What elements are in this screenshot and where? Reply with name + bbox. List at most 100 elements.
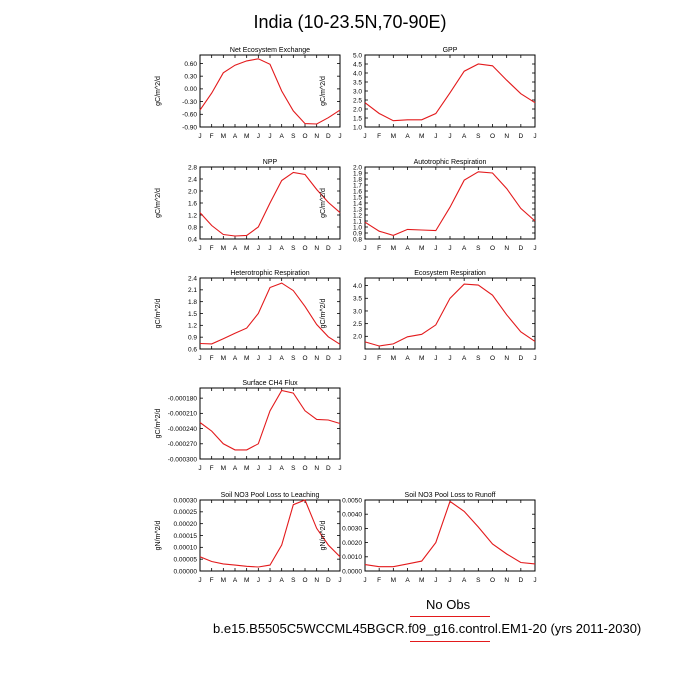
panel-heterotrophic-respiration: Heterotrophic Respiration gC/m^2/d 0.6 0.9 1… [155, 270, 342, 362]
y-tick-label: 2.5 [353, 321, 362, 328]
x-tick-label: N [314, 245, 319, 252]
panel-title: Ecosystem Respiration [414, 270, 486, 277]
series-line [364, 500, 536, 568]
x-tick-label: A [462, 577, 467, 584]
y-tick-label: 3.5 [353, 79, 362, 86]
x-tick-label: O [490, 577, 495, 584]
x-tick-label: J [198, 577, 201, 584]
x-tick-label: J [198, 465, 201, 472]
x-tick-label: O [302, 133, 307, 140]
x-tick-label: J [268, 355, 271, 362]
y-tick-label: 1.9 [353, 170, 362, 177]
y-axis-label: gC/m^2/d [155, 409, 162, 439]
y-axis-label: gC/m^2/d [320, 299, 327, 329]
x-tick-label: J [363, 355, 366, 362]
x-tick-label: F [377, 577, 381, 584]
panel-title: Surface CH4 Flux [242, 380, 298, 387]
x-tick-label: A [233, 133, 238, 140]
y-tick-label: 0.0000 [342, 568, 362, 575]
y-tick-label: 0.0020 [342, 540, 362, 547]
x-tick-label: D [518, 577, 523, 584]
x-tick-label: D [518, 133, 523, 140]
panel-title: Soil NO3 Pool Loss to Leaching [221, 492, 320, 499]
y-tick-label: 1.3 [353, 206, 362, 213]
x-tick-label: A [279, 245, 284, 252]
x-tick-label: O [490, 245, 495, 252]
y-tick-label: 0.00010 [174, 545, 198, 552]
x-tick-label: J [257, 577, 260, 584]
x-tick-label: J [434, 133, 437, 140]
x-tick-label: S [476, 577, 481, 584]
x-tick-label: M [419, 577, 424, 584]
x-tick-label: O [302, 355, 307, 362]
x-tick-label: J [533, 133, 536, 140]
x-tick-label: A [233, 577, 238, 584]
x-tick-label: J [268, 465, 271, 472]
x-tick-label: N [504, 245, 509, 252]
panel-title: Net Ecosystem Exchange [230, 47, 310, 54]
panel-surface-ch4-flux: Surface CH4 Flux gC/m^2/d -0.000300 -0.0002… [155, 380, 342, 472]
y-tick-label: 0.00030 [174, 497, 198, 504]
y-tick-label: 0.0030 [342, 526, 362, 533]
y-tick-label: -0.000210 [168, 411, 198, 418]
y-tick-label: 3.0 [353, 88, 362, 95]
x-tick-label: M [419, 245, 424, 252]
x-tick-label: F [377, 355, 381, 362]
x-tick-label: M [244, 245, 249, 252]
x-tick-label: A [405, 133, 410, 140]
x-tick-label: F [210, 355, 214, 362]
y-axis-label: gC/m^2/d [320, 188, 327, 218]
legend-obs-label: No Obs [426, 597, 471, 612]
x-tick-label: A [279, 577, 284, 584]
x-tick-label: A [405, 245, 410, 252]
panel-soil-no3-leaching: Soil NO3 Pool Loss to Leaching gN/m^2/d 0.… [155, 492, 342, 584]
x-tick-label: J [363, 133, 366, 140]
y-tick-label: -0.000180 [168, 395, 198, 402]
x-tick-label: O [302, 245, 307, 252]
y-tick-label: 0.00005 [174, 556, 198, 563]
y-tick-label: 0.00015 [174, 533, 198, 540]
x-tick-label: A [233, 355, 238, 362]
x-tick-label: O [490, 355, 495, 362]
plot-frame [364, 277, 536, 350]
x-tick-label: A [279, 465, 284, 472]
y-tick-label: 1.6 [353, 188, 362, 195]
panel-autotrophic-respiration: Autotrophic Respiration gC/m^2/d 0.80.91.0… [320, 159, 537, 252]
x-tick-label: M [391, 577, 396, 584]
y-tick-label: 0.00000 [174, 568, 198, 575]
plot-frame [364, 166, 536, 240]
series-line [199, 58, 341, 125]
y-tick-label: 0.4 [188, 236, 197, 243]
figure-title: India (10-23.5N,70-90E) [253, 12, 447, 32]
x-tick-label: S [291, 355, 296, 362]
y-tick-label: 2.5 [353, 97, 362, 104]
panel-title: NPP [263, 159, 278, 166]
x-tick-label: J [268, 245, 271, 252]
x-tick-label: J [448, 245, 451, 252]
y-tick-label: 0.30 [184, 73, 197, 80]
x-tick-label: S [291, 245, 296, 252]
y-tick-label: 0.9 [188, 334, 197, 341]
series-line [199, 499, 341, 568]
y-axis-label: gN/m^2/d [155, 521, 162, 551]
x-tick-label: F [210, 577, 214, 584]
x-tick-label: M [221, 133, 226, 140]
x-tick-label: F [210, 245, 214, 252]
x-tick-label: M [244, 577, 249, 584]
y-tick-label: 1.8 [188, 299, 197, 306]
x-tick-label: D [326, 577, 331, 584]
x-tick-label: M [244, 465, 249, 472]
x-tick-label: S [291, 465, 296, 472]
x-tick-label: J [533, 245, 536, 252]
x-tick-label: J [338, 577, 341, 584]
y-tick-label: 1.1 [353, 218, 362, 225]
x-tick-label: J [533, 577, 536, 584]
y-tick-label: 1.2 [188, 212, 197, 219]
plot-frame [364, 54, 536, 128]
x-tick-label: J [268, 133, 271, 140]
x-tick-label: S [476, 133, 481, 140]
y-tick-label: 1.0 [353, 124, 362, 131]
x-tick-label: J [257, 465, 260, 472]
x-tick-label: J [448, 577, 451, 584]
